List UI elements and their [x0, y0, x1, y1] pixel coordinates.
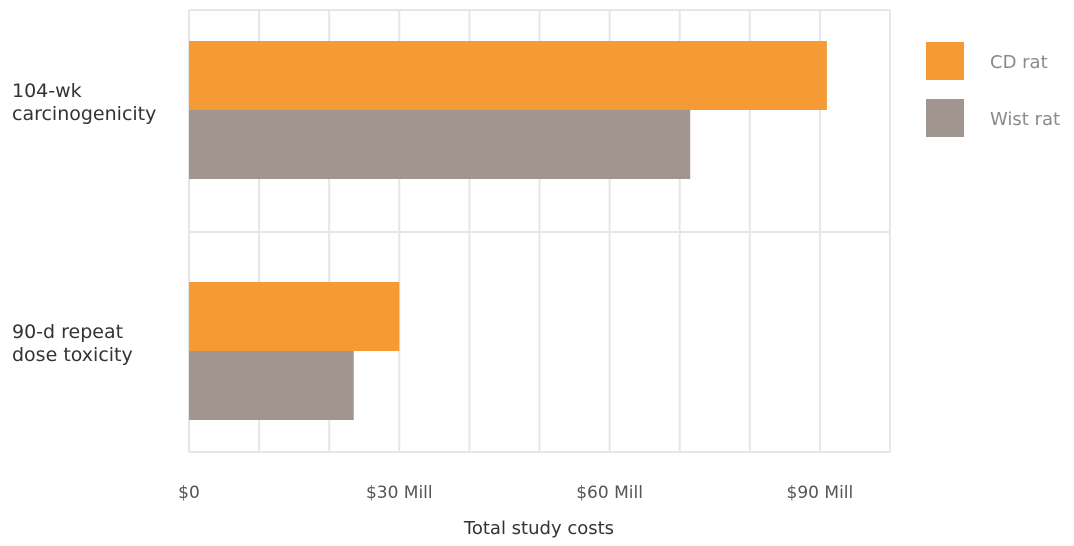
bar-cd-rat-0	[189, 41, 827, 110]
x-tick-label-3: $90 Mill	[787, 483, 854, 503]
category-labels: 104-wk carcinogenicity 90-d repeat dose …	[12, 80, 156, 366]
category-label-0-line-2: carcinogenicity	[12, 103, 156, 125]
category-label-0: 104-wk carcinogenicity	[12, 80, 156, 125]
bars	[189, 41, 827, 420]
bar-wist-rat-0	[189, 110, 691, 179]
category-label-1-line-1: 90-d repeat	[12, 321, 123, 343]
legend-label-wist-rat: Wist rat	[990, 109, 1060, 130]
x-tick-label-2: $60 Mill	[576, 483, 643, 503]
legend-swatch-wist-rat	[926, 99, 964, 137]
x-axis-title: Total study costs	[463, 518, 614, 539]
category-label-1-line-2: dose toxicity	[12, 344, 133, 366]
x-tick-label-0: $0	[178, 483, 200, 503]
legend-label-cd-rat: CD rat	[990, 52, 1048, 73]
category-label-1: 90-d repeat dose toxicity	[12, 321, 133, 366]
category-label-0-line-1: 104-wk	[12, 80, 82, 102]
x-tick-label-1: $30 Mill	[366, 483, 433, 503]
bar-wist-rat-1	[189, 351, 354, 420]
bar-cd-rat-1	[189, 282, 400, 351]
legend-swatch-cd-rat	[926, 42, 964, 80]
x-tick-labels: $0 $30 Mill $60 Mill $90 Mill	[178, 483, 853, 503]
legend: CD rat Wist rat	[926, 42, 1060, 137]
